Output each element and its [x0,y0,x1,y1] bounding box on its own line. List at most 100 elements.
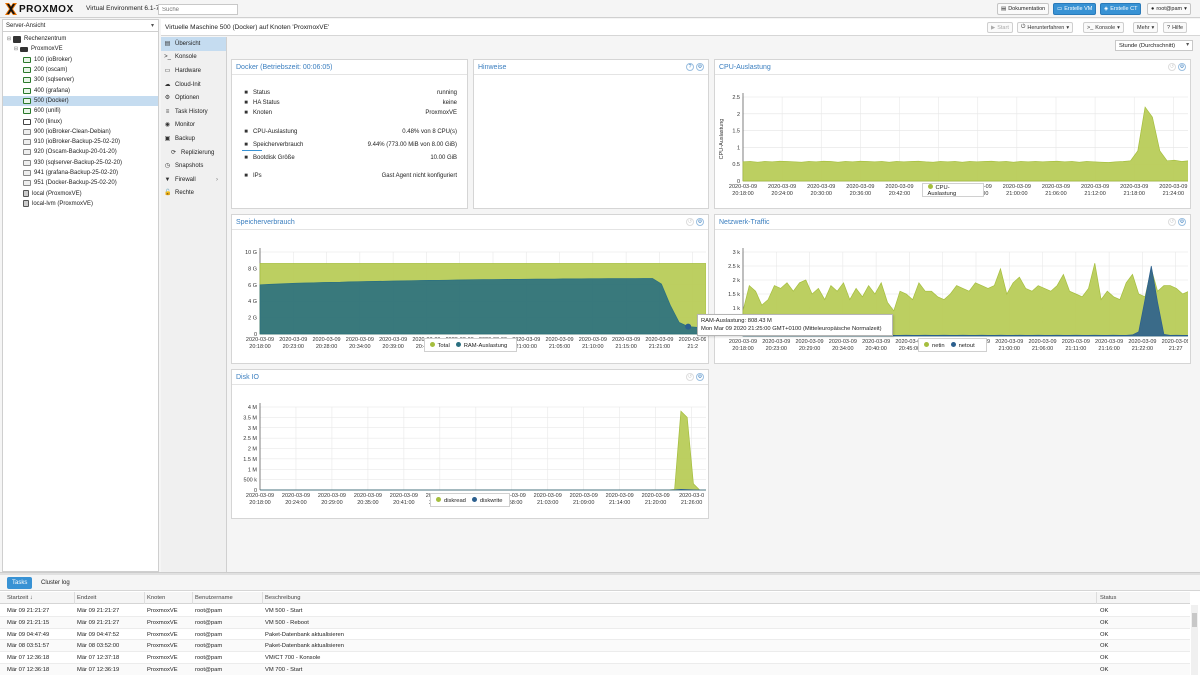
timeframe-select[interactable]: Stunde (Durchschnitt) ▾ [1115,40,1193,51]
tree-item-vm[interactable]: 941 (grafana-Backup-25-02-20) [3,168,158,178]
table-row[interactable]: Mär 07 12:36:18 Mär 07 12:36:19 ProxmoxVE r… [0,664,1190,675]
nav-item-book[interactable]: ▤ Übersicht [161,37,226,51]
nav-item-floppy[interactable]: ▣ Backup [161,132,226,146]
column-header[interactable]: Benutzername [195,595,233,601]
column-separator[interactable] [1096,592,1097,604]
collapse-icon[interactable]: ⊟ [6,36,12,43]
hover-point[interactable] [685,323,692,330]
column-header[interactable]: Status [1100,595,1117,601]
legend-item[interactable]: netin [924,341,945,349]
column-separator[interactable] [262,592,263,604]
start-button[interactable]: ▶ Start [987,22,1013,33]
y-tick-label: 10 G [245,250,257,256]
help-icon[interactable]: ? [686,63,694,71]
chart-svg[interactable]: 0 2 G 4 G 6 G 8 G 10 G 2020-03-09 20:18:00 2020-… [232,231,706,362]
template-icon [23,128,31,135]
nav-item-cloud[interactable]: ☁ Cloud-Init [161,78,226,92]
tree-item-vm[interactable]: 920 (Oscam-Backup-20-01-20) [3,147,158,157]
chevron-right-icon[interactable]: › [216,176,218,183]
legend-item[interactable]: diskwrite [471,496,502,504]
nav-item-history[interactable]: ◷ Snapshots [161,159,226,173]
table-row[interactable]: Mär 09 21:21:15 Mär 09 21:21:27 ProxmoxVE r… [0,616,1190,629]
tree-item-vm[interactable]: 400 (grafana) [3,85,158,95]
nav-item-list[interactable]: ≡ Task History [161,105,226,119]
nav-item-terminal[interactable]: >_ Konsole [161,51,226,65]
help-button[interactable]: ? Hilfe [1163,22,1188,33]
nav-item-gear[interactable]: ⚙ Optionen [161,91,226,105]
tree-item-vm[interactable]: 200 (oscam) [3,65,158,75]
tree-item-node[interactable]: ⊟ ProxmoxVE [3,44,158,54]
collapse-icon[interactable]: ⊟ [13,46,19,53]
shutdown-button[interactable]: ⏻ Herunterfahren ▾ [1017,22,1074,33]
view-selector[interactable]: Server-Ansicht ▾ [3,20,158,32]
column-header[interactable]: Knoten [147,595,166,601]
series-area-diskwrite[interactable] [260,489,706,491]
column-separator[interactable] [144,592,145,604]
nav-item-retweet[interactable]: ⟳ Replizierung [161,146,226,160]
legend-item[interactable]: netout [950,341,975,349]
tab-cluster-log[interactable]: Cluster log [41,580,70,586]
tree-item-vm[interactable]: 910 (ioBroker-Backup-25-02-20) [3,137,158,147]
undo-zoom-icon[interactable]: ↺ [686,218,694,226]
table-cell: Mär 09 04:47:49 [7,631,50,638]
column-separator[interactable] [74,592,75,604]
y-tick-label: 500 k [244,478,258,484]
x-tick-label: 2020-03-09 20:23:00 [762,339,790,352]
gear-icon[interactable]: ⚙ [1178,218,1186,226]
tree-item-vm[interactable]: 300 (sqlserver) [3,75,158,85]
nav-item-unlock[interactable]: 🔓 Rechte [161,187,226,201]
legend-item[interactable]: Total [429,341,450,349]
create-ct-button[interactable]: ◈ Erstelle CT [1100,3,1142,15]
gear-icon[interactable]: ⚙ [696,373,704,381]
nav-item-shield[interactable]: ▼ Firewall › [161,173,226,187]
table-row[interactable]: Mär 08 03:51:57 Mär 08 03:52:00 ProxmoxVE r… [0,640,1190,653]
undo-zoom-icon[interactable]: ↺ [1168,63,1176,71]
column-separator[interactable] [192,592,193,604]
tree-item-vm[interactable]: 700 (linux) [3,116,158,126]
tab-tasks[interactable]: Tasks [7,577,33,589]
table-row[interactable]: Mär 09 04:47:49 Mär 09 04:47:52 ProxmoxVE r… [0,629,1190,641]
tree-item-vm[interactable]: 500 (Docker) [3,95,158,107]
tasks-scrollbar[interactable] [1191,605,1198,675]
tree-item-vm[interactable]: 951 (Docker-Backup-25-02-20) [3,178,158,188]
documentation-button[interactable]: ▤ Dokumentation [997,3,1050,15]
x-tick-label: 2020-03-09 20:24:00 [768,184,796,197]
create-vm-button[interactable]: ▭ Erstelle VM [1053,3,1097,15]
tree-item-storage[interactable]: local (ProxmoxVE) [3,188,158,198]
legend-item[interactable]: diskread [436,496,466,504]
tree-item-storage[interactable]: local-lvm (ProxmoxVE) [3,199,158,209]
search-input[interactable] [158,4,238,15]
tree-item-vm[interactable]: 930 (sqlserver-Backup-25-02-20) [3,158,158,168]
nav-item-eye[interactable]: ◉ Monitor [161,119,226,133]
gear-icon[interactable]: ⚙ [1178,63,1186,71]
proxmox-logo[interactable]: PROXMOX [5,3,74,15]
tree-item-vm[interactable]: 600 (unifi) [3,106,158,116]
tree-item-datacenter[interactable]: ⊟ Rechenzentrum [3,34,158,44]
tree-item-vm[interactable]: 900 (ioBroker-Clean-Debian) [3,127,158,137]
power-icon: ⏻ [1021,24,1026,30]
table-cell: root@pam [195,631,223,638]
table-cell: OK [1100,655,1109,662]
scrollbar-thumb[interactable] [1192,613,1197,627]
legend-item[interactable]: CPU-Auslastung [927,183,978,197]
tasks-panel: Tasks Cluster log Startzeit ↓ Endzeit Knot… [0,575,1200,675]
table-row[interactable]: Mär 09 21:21:27 Mär 09 21:21:27 ProxmoxVE r… [0,605,1190,617]
column-header[interactable]: Startzeit ↓ [7,595,33,601]
series-area-diskread[interactable] [260,410,706,491]
gear-icon[interactable]: ⚙ [696,218,704,226]
column-header[interactable]: Endzeit [77,595,97,601]
more-button[interactable]: Mehr ▾ [1133,22,1159,33]
legend-item[interactable]: RAM-Auslastung [455,341,507,349]
undo-zoom-icon[interactable]: ↺ [1168,218,1176,226]
console-button[interactable]: >_ Konsole ▾ [1083,22,1124,33]
table-row[interactable]: Mär 07 12:36:18 Mär 07 12:37:18 ProxmoxVE r… [0,652,1190,664]
gear-icon[interactable]: ⚙ [696,63,704,71]
series-area-cpu-auslastung[interactable] [742,106,1188,182]
nav-item-desktop[interactable]: ▭ Hardware [161,64,226,78]
series-area-ram-auslastung[interactable] [259,278,706,335]
user-menu-button[interactable]: ● root@pam ▾ [1147,3,1191,15]
panel-splitter[interactable] [0,572,1200,575]
tree-item-vm[interactable]: 100 (ioBroker) [3,55,158,65]
undo-zoom-icon[interactable]: ↺ [686,373,694,381]
column-header[interactable]: Beschreibung [265,595,301,601]
